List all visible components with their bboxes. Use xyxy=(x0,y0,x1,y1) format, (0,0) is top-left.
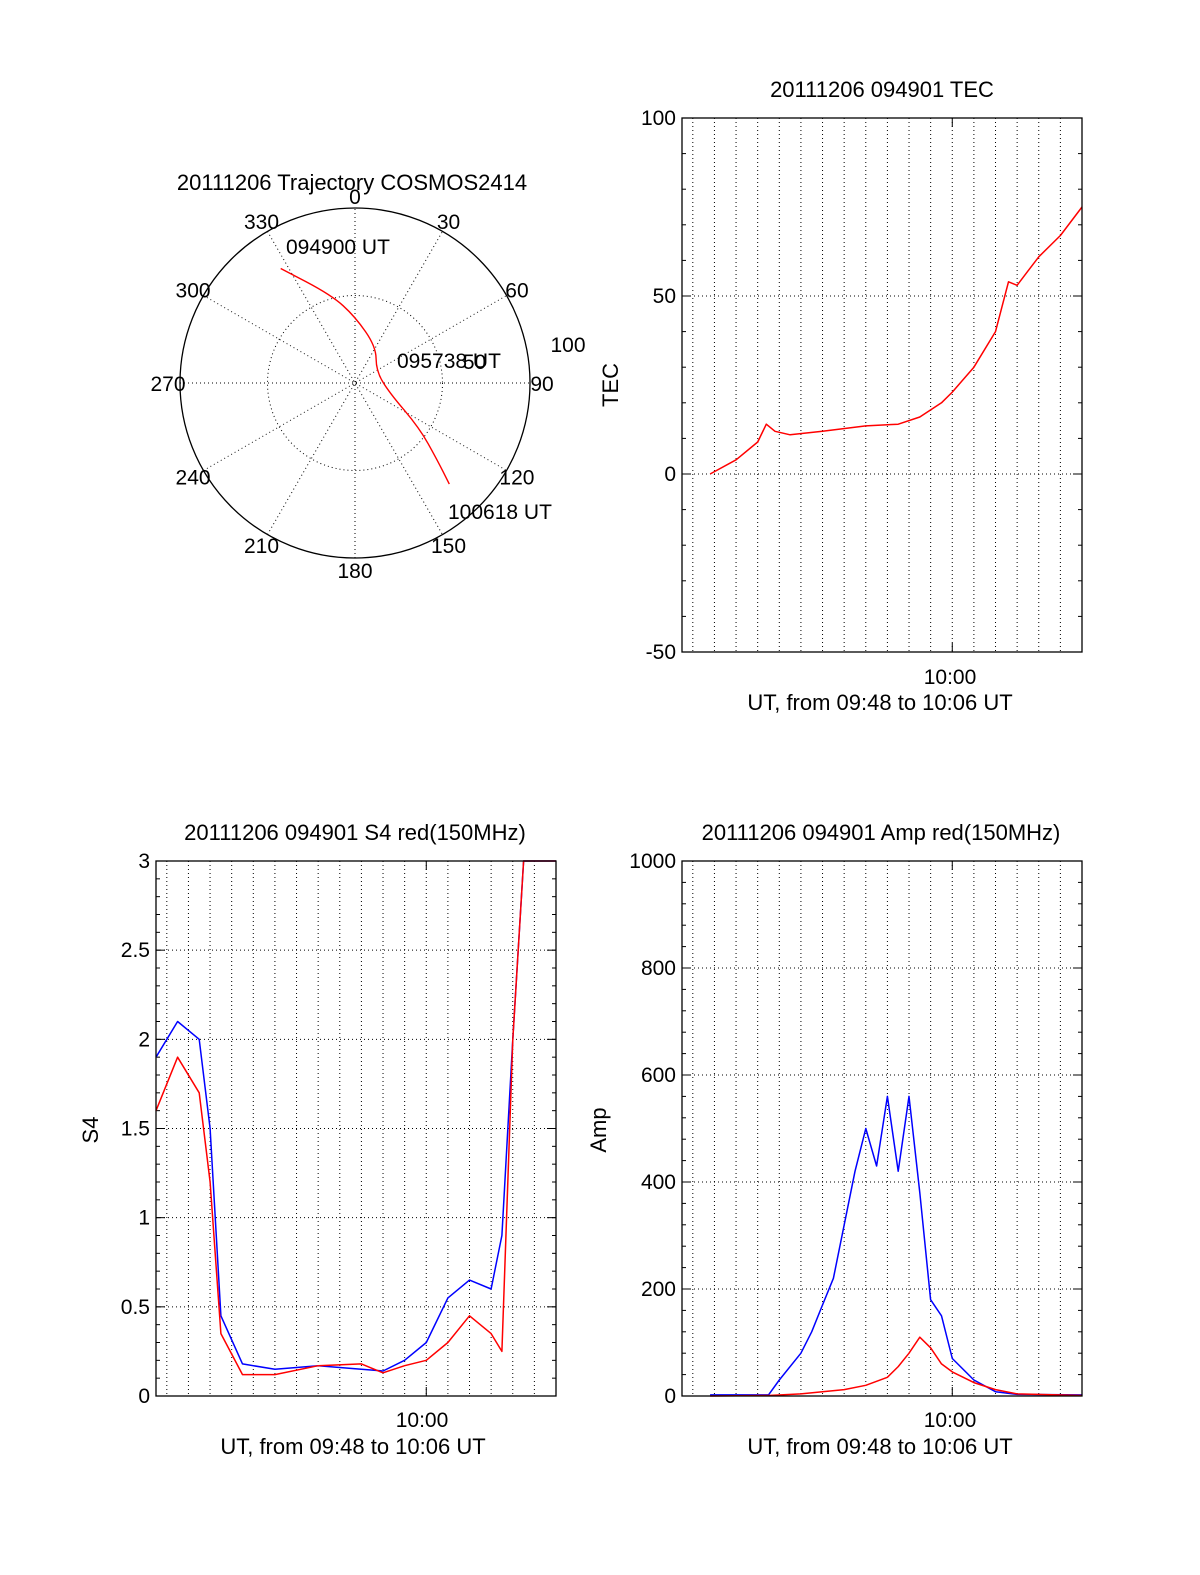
s4-ytick-label: 3 xyxy=(138,850,150,873)
polar-azimuth-label: 120 xyxy=(499,467,534,490)
amp-ytick-label: 0 xyxy=(664,1385,676,1408)
amp-ytick-label: 200 xyxy=(641,1278,676,1301)
tec-ytick-label: 100 xyxy=(641,107,676,130)
amp-series-line xyxy=(710,1336,1083,1397)
trajectory-mid-label: 095738 UT xyxy=(397,350,501,373)
amp-ylabel: Amp xyxy=(586,1107,611,1152)
trajectory-end-label: 100618 UT xyxy=(448,501,552,524)
s4-ytick-label: 0 xyxy=(138,1385,150,1408)
amp-xlabel: UT, from 09:48 to 10:06 UT xyxy=(747,1434,1012,1459)
s4-ylabel: S4 xyxy=(78,1117,103,1144)
s4-x-tick-label: 10:00 xyxy=(396,1409,449,1432)
polar-azimuth-label: 300 xyxy=(176,280,211,303)
tec-plot-frame xyxy=(681,117,1083,653)
tec-ylabel: TEC xyxy=(598,363,623,407)
polar-azimuth-label: 150 xyxy=(431,535,466,558)
polar-title: 20111206 Trajectory COSMOS2414 xyxy=(177,170,527,195)
trajectory-line xyxy=(280,267,450,485)
polar-inner-circle xyxy=(267,295,443,471)
s4-ytick-label: 0.5 xyxy=(121,1296,150,1319)
amp-x-tick-label: 10:00 xyxy=(924,1409,977,1432)
tec-series-line xyxy=(709,206,1083,475)
s4-ytick-label: 1 xyxy=(138,1207,150,1230)
s4-ytick-label: 2 xyxy=(138,1028,150,1051)
polar-azimuth-label: 330 xyxy=(244,211,279,234)
amp-series-line xyxy=(710,1095,1083,1396)
tec-xlabel: UT, from 09:48 to 10:06 UT xyxy=(747,690,1012,715)
polar-azimuth-label: 60 xyxy=(505,280,528,303)
trajectory-start-label: 094900 UT xyxy=(286,236,390,259)
amp-ytick-label: 800 xyxy=(641,957,676,980)
tec-ytick-label: 50 xyxy=(653,285,676,308)
tec-title: 20111206 094901 TEC xyxy=(770,77,994,102)
tec-x-tick-label: 10:00 xyxy=(924,666,977,689)
amp-plot-frame xyxy=(681,860,1083,1397)
s4-title: 20111206 094901 S4 red(150MHz) xyxy=(184,820,526,845)
polar-azimuth-label: 90 xyxy=(530,373,553,396)
polar-azimuth-label: 270 xyxy=(150,373,185,396)
amp-ytick-label: 600 xyxy=(641,1064,676,1087)
amp-title: 20111206 094901 Amp red(150MHz) xyxy=(702,820,1061,845)
s4-xlabel: UT, from 09:48 to 10:06 UT xyxy=(220,1434,485,1459)
polar-azimuth-label: 30 xyxy=(437,211,460,234)
polar-azimuth-label: 240 xyxy=(176,467,211,490)
polar-radial-label: 100 xyxy=(550,334,585,357)
polar-azimuth-label: 210 xyxy=(244,535,279,558)
s4-series-line xyxy=(155,860,556,1376)
polar-azimuth-label: 180 xyxy=(337,560,372,583)
tec-ytick-label: -50 xyxy=(646,641,676,664)
polar-azimuth-label: 0 xyxy=(349,186,361,209)
amp-ytick-label: 400 xyxy=(641,1171,676,1194)
s4-series-line xyxy=(155,860,556,1372)
s4-ytick-label: 2.5 xyxy=(121,939,150,962)
polar-radial-label: 50 xyxy=(463,351,486,374)
tec-ytick-label: 0 xyxy=(664,463,676,486)
amp-ytick-label: 1000 xyxy=(629,850,676,873)
s4-plot-frame xyxy=(155,860,557,1397)
s4-ytick-label: 1.5 xyxy=(121,1118,150,1141)
